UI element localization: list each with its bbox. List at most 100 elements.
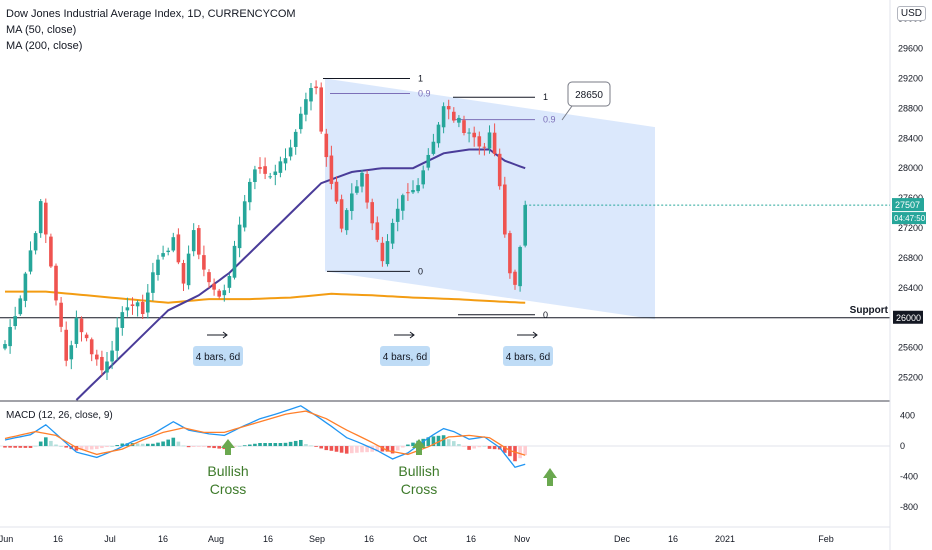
legend-ma200[interactable]: MA (200, close) — [6, 40, 83, 52]
candle-down — [89, 339, 94, 355]
macd-histogram-bar — [503, 446, 507, 453]
price-callout-box — [567, 81, 611, 107]
candle-up — [411, 190, 415, 193]
macd-histogram-bar — [253, 443, 257, 447]
candle-down — [477, 136, 482, 147]
candle-down — [503, 184, 507, 235]
macd-histogram-bar — [441, 435, 446, 447]
candle-up — [135, 302, 140, 307]
time-tick-label: 16 — [53, 534, 63, 544]
legend-ma50[interactable]: MA (50, close) — [6, 24, 77, 36]
candle-up — [151, 272, 155, 293]
candle-down — [339, 199, 344, 229]
macd-histogram-bar — [283, 442, 288, 447]
candle-down — [263, 166, 267, 174]
candles-layer[interactable] — [3, 80, 527, 380]
bars-count-label: 4 bars, 6d — [383, 352, 427, 363]
macd-histogram-bar — [59, 446, 63, 447]
candle-down — [497, 153, 502, 187]
macd-histogram-bar — [140, 443, 145, 447]
macd-histogram-bar — [151, 443, 155, 447]
candle-up — [18, 298, 23, 315]
candle-up — [268, 176, 272, 178]
candle-down — [217, 290, 221, 297]
macd-histogram-bar — [115, 444, 119, 447]
bars-arrow-head — [222, 331, 228, 339]
macd-histogram-bar — [181, 445, 186, 447]
macd-histogram-bar — [248, 444, 252, 447]
macd-histogram-bar — [156, 442, 160, 447]
macd-histogram-bar — [375, 446, 380, 452]
candle-down — [462, 120, 466, 134]
candle-up — [33, 233, 38, 251]
candle-down — [370, 202, 374, 224]
macd-histogram-bar — [120, 443, 125, 447]
bars-count-box — [503, 346, 553, 366]
macd-histogram-bar — [44, 437, 48, 447]
candle-down — [197, 228, 201, 255]
macd-histogram-bar — [135, 443, 140, 447]
candle-down — [176, 234, 181, 263]
macd-histogram-bar — [513, 446, 517, 462]
macd-histogram-bar — [217, 446, 221, 449]
macd-histogram-bar — [13, 446, 17, 448]
macd-histogram-bar — [288, 441, 293, 447]
macd-histogram-bar — [258, 443, 262, 447]
candle-up — [350, 193, 354, 211]
price-callout-label: 28650 — [575, 90, 603, 101]
price-tick-label: 26800 — [898, 253, 923, 263]
candle-up — [416, 185, 420, 192]
time-tick-label: Sep — [309, 534, 325, 544]
time-tick-label: Nov — [514, 534, 531, 544]
macd-histogram-bar — [518, 446, 522, 459]
candle-up — [390, 222, 395, 244]
candle-up — [344, 210, 349, 231]
candle-up — [518, 246, 522, 287]
candle-up — [28, 250, 33, 272]
macd-histogram-bar — [176, 441, 181, 447]
macd-histogram-bar — [273, 443, 278, 447]
macd-histogram-bar — [406, 444, 410, 447]
currency-badge[interactable]: USD — [896, 6, 926, 21]
candle-down — [334, 181, 339, 202]
legend-title[interactable]: Dow Jones Industrial Average Index, 1D, … — [6, 8, 296, 20]
macd-histogram-bar — [319, 446, 323, 449]
candle-up — [426, 154, 431, 168]
macd-histogram-bar — [18, 446, 23, 448]
macd-histogram-bar — [49, 440, 53, 447]
candle-up — [166, 250, 170, 253]
candle-down — [314, 86, 318, 89]
candle-up — [395, 208, 400, 222]
bullish-cross-label: Bullish — [207, 463, 248, 479]
macd-line — [4, 405, 526, 469]
candle-down — [365, 173, 369, 203]
candle-down — [100, 356, 104, 371]
macd-histogram-bar — [33, 445, 38, 447]
time-tick-label: Aug — [208, 534, 224, 544]
candle-down — [44, 202, 48, 235]
macd-histogram-bar — [237, 446, 242, 447]
macd-histogram-bar — [452, 441, 456, 447]
candle-down — [140, 302, 145, 314]
price-tick-label: 29600 — [898, 44, 923, 54]
macd-histogram-bar — [421, 438, 425, 447]
macd-histogram-bar — [23, 446, 28, 448]
candle-down — [207, 272, 211, 283]
candle-up — [441, 106, 446, 128]
time-tick-label: Oct — [413, 534, 428, 544]
candle-down — [49, 236, 53, 267]
price-tick-label: 26400 — [898, 283, 923, 293]
candle-up — [355, 186, 359, 193]
candle-down — [452, 111, 456, 121]
macd-legend[interactable]: MACD (12, 26, close, 9) — [6, 410, 113, 421]
macd-histogram-bar — [202, 446, 206, 447]
candle-up — [304, 99, 308, 115]
bullish-cross-label: Cross — [401, 481, 438, 497]
bullish-cross-label: Bullish — [398, 463, 439, 479]
candle-up — [227, 276, 232, 288]
candle-up — [191, 230, 196, 252]
candle-up — [23, 273, 28, 301]
macd-histogram-bar — [472, 446, 476, 449]
